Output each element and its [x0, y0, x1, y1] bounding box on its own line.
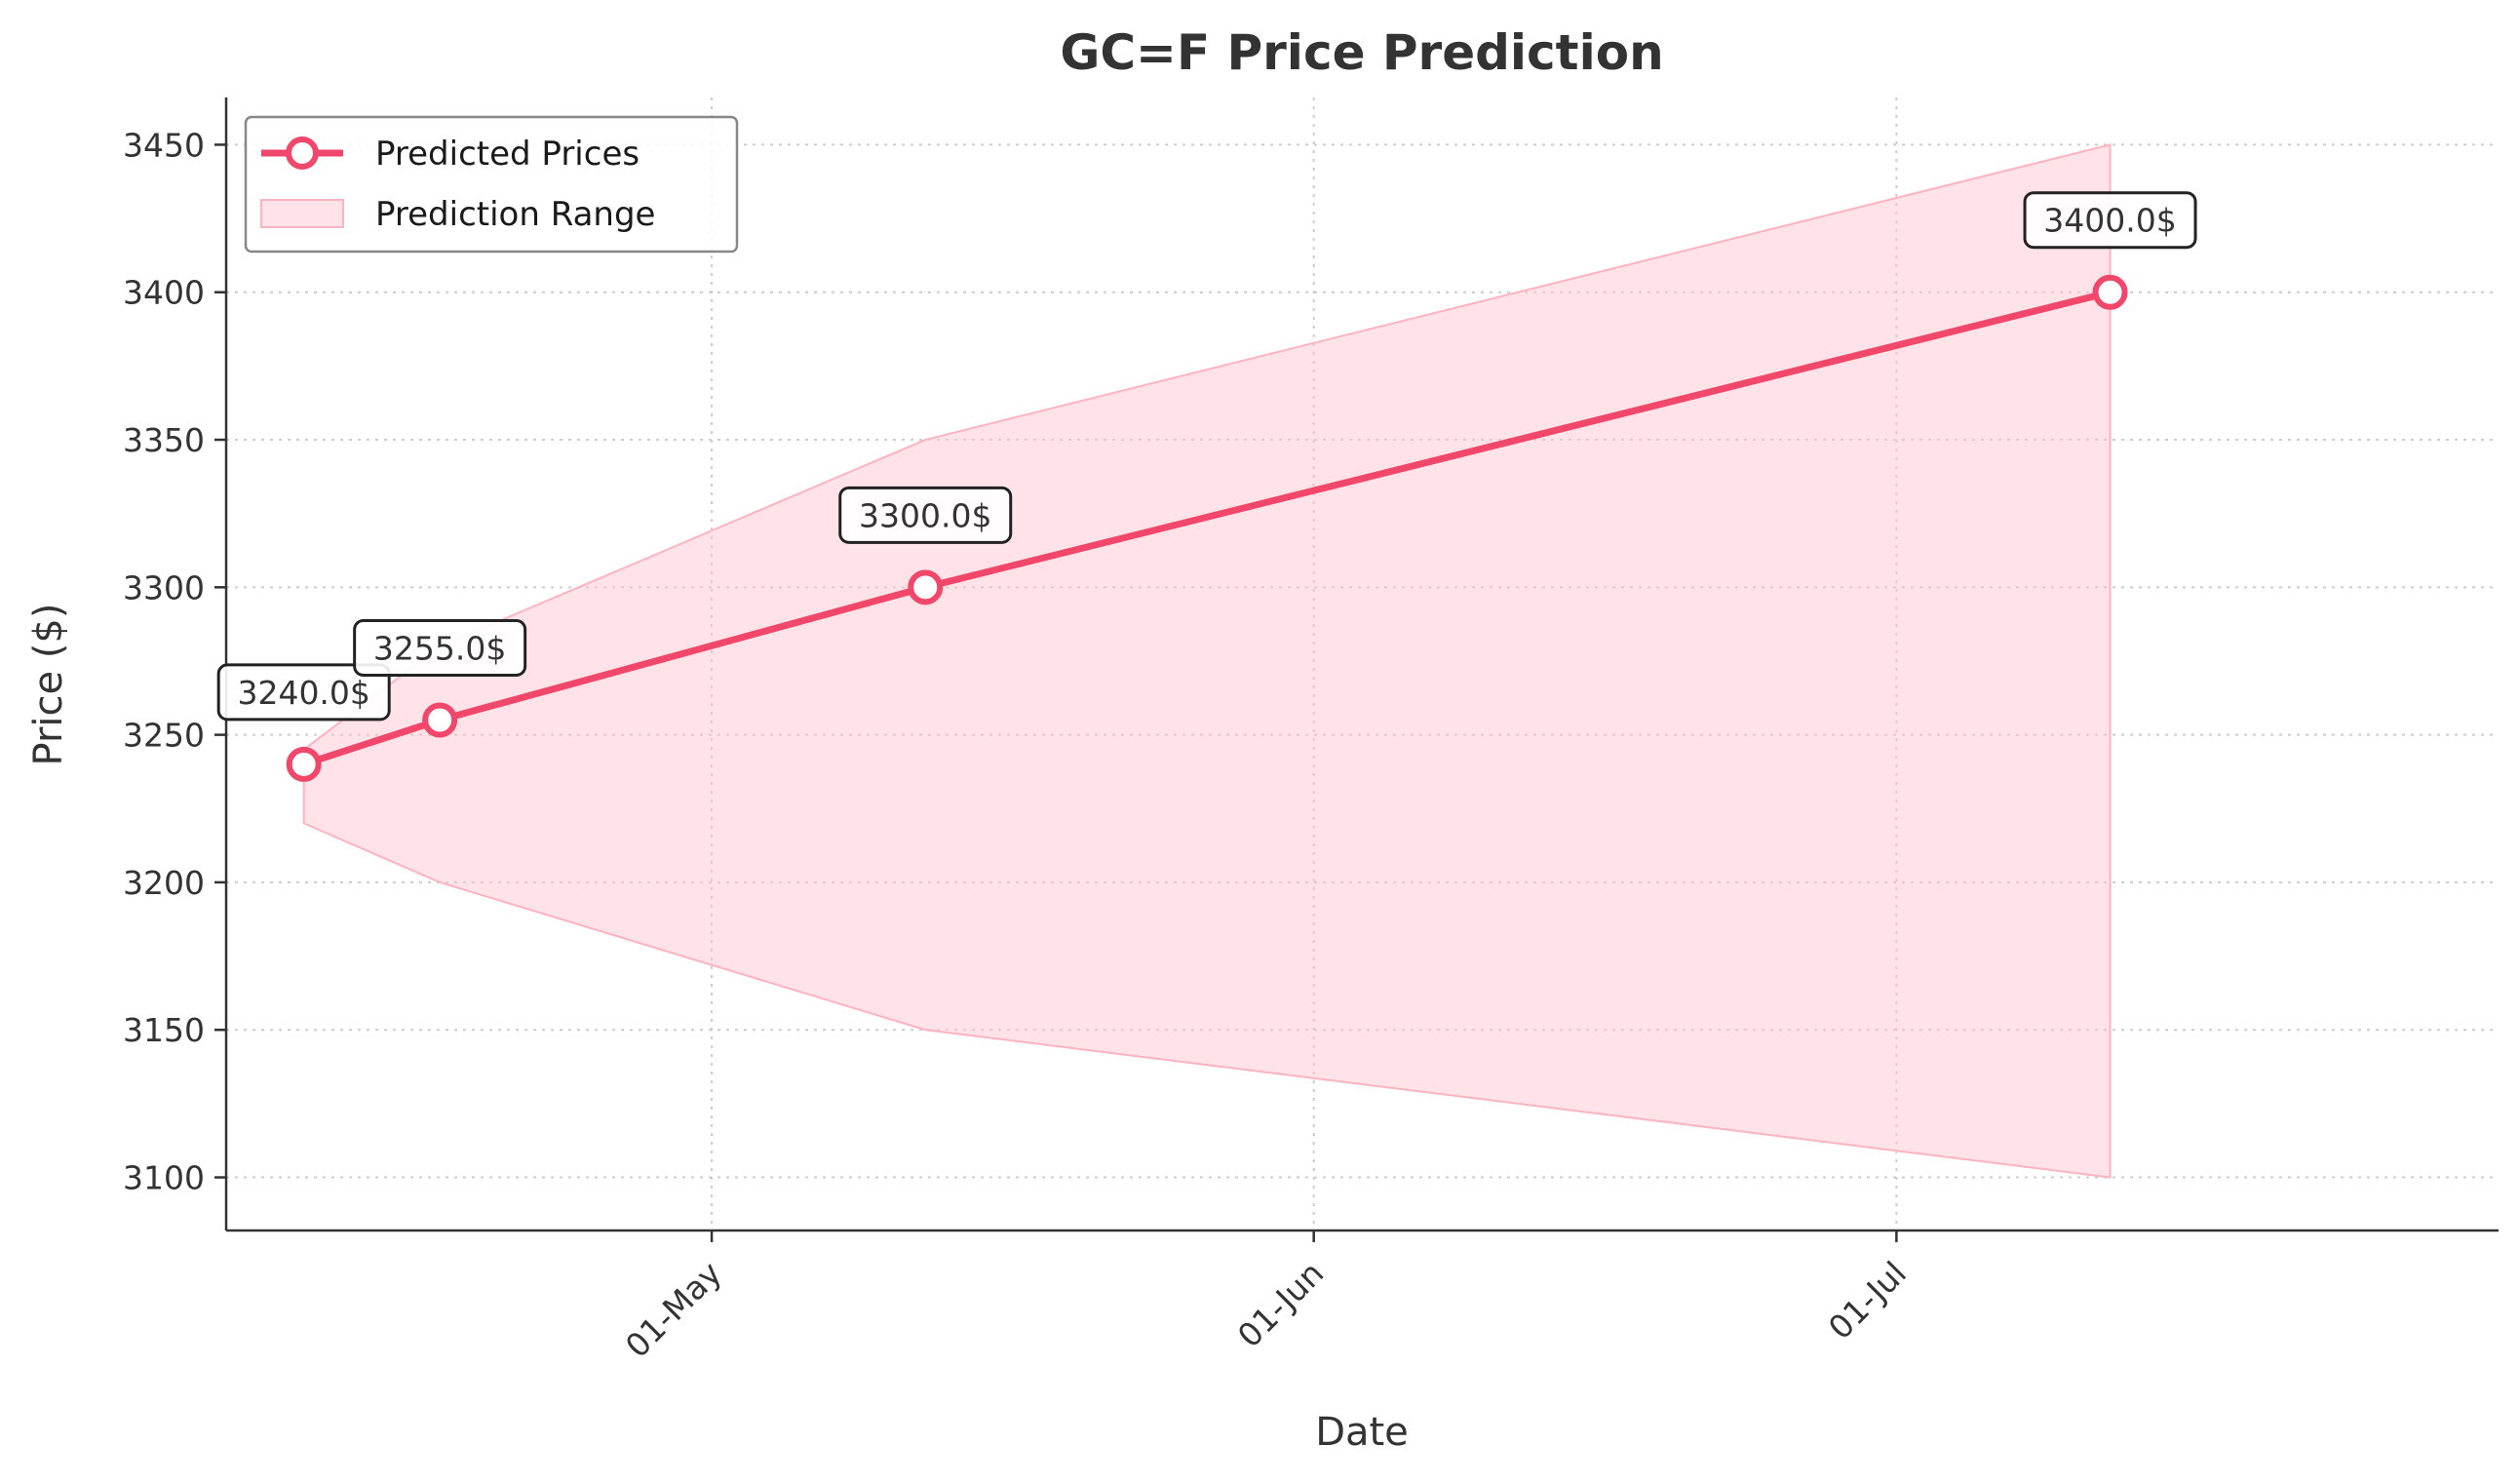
data-label-box — [353, 618, 527, 677]
data-label-box — [838, 486, 1013, 544]
data-label-box — [2023, 191, 2197, 250]
annotations: 3240.0$3255.0$ 3300.0$ 3400.0$ — [216, 191, 2197, 722]
predicted-price-point — [422, 702, 458, 738]
y-tick-label: 3200 — [123, 864, 205, 902]
predicted-price-point — [2092, 274, 2128, 310]
y-tick-label: 3300 — [123, 568, 205, 606]
data-label: 3400.0$ — [2043, 202, 2176, 240]
predicted-line-layer — [286, 274, 2128, 782]
legend: Predicted Prices Prediction Range — [244, 115, 739, 254]
data-label: 3255.0$ — [373, 629, 506, 667]
data-label: 3240.0$ — [237, 674, 369, 712]
x-tick-label: 01-Jun — [1230, 1254, 1331, 1354]
x-tick-label: 01-Jul — [1821, 1254, 1914, 1347]
predicted-price-point — [908, 569, 944, 605]
legend-label-predicted: Predicted Prices — [375, 135, 640, 174]
legend-range-swatch — [260, 199, 344, 228]
legend-frame — [244, 115, 739, 254]
prediction-range-band — [302, 143, 2112, 1179]
legend-label-range: Prediction Range — [375, 195, 655, 234]
chart-title: GC=F Price Prediction — [1060, 24, 1663, 81]
y-tick-label: 3350 — [123, 421, 205, 459]
y-axis-label: Price ($) — [26, 604, 71, 766]
prediction-range-layer — [302, 143, 2112, 1179]
y-tick-label: 3250 — [123, 717, 205, 755]
predicted-price-point — [286, 746, 322, 782]
data-label-box — [216, 663, 391, 722]
y-tick-label: 3100 — [123, 1159, 205, 1197]
legend-marker-swatch — [286, 137, 319, 170]
y-tick-label: 3400 — [123, 274, 205, 312]
y-tick-label: 3150 — [123, 1011, 205, 1049]
data-label: 3300.0$ — [859, 496, 991, 534]
y-tick-label: 3450 — [123, 126, 205, 164]
predicted-price-line — [300, 289, 2114, 768]
x-tick-label: 01-May — [618, 1254, 729, 1365]
x-axis-label: Date — [1315, 1410, 1409, 1455]
